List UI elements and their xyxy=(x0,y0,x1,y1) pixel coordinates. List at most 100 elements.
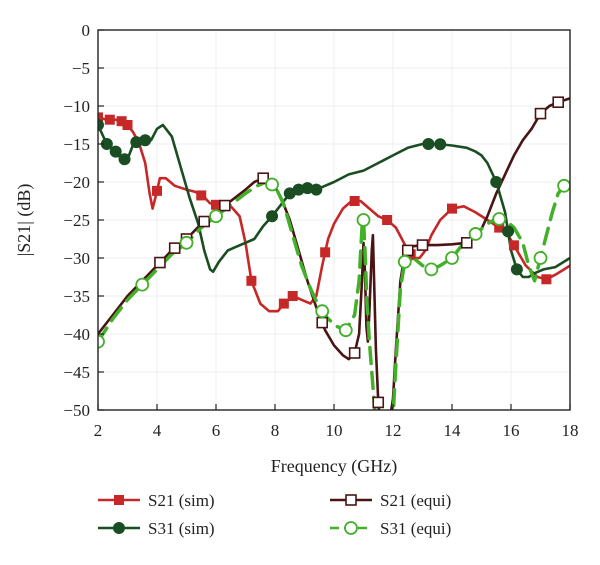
data-point-s21-sim xyxy=(122,120,133,130)
data-point-s31-equi xyxy=(356,213,371,227)
data-point-s21-sim xyxy=(541,274,552,285)
data-point-s31-sim xyxy=(139,134,152,147)
data-point-s21-sim xyxy=(98,112,103,123)
y-axis-title: |S21| (dB) xyxy=(14,184,35,257)
legend-marker xyxy=(114,495,124,505)
y-tick-label: −5 xyxy=(72,59,90,78)
data-point-s31-equi xyxy=(98,334,105,349)
legend-label: S31 (sim) xyxy=(148,519,215,538)
data-point-s21-equi xyxy=(348,347,361,359)
data-point-s21-sim xyxy=(278,298,289,309)
data-point-s31-sim xyxy=(502,225,515,238)
y-tick-label: −10 xyxy=(63,97,90,116)
data-point-s21-sim xyxy=(116,116,127,127)
data-point-s21-equi xyxy=(198,215,210,228)
legend-item-s21-equi: S21 (equi) xyxy=(330,491,451,510)
data-point-s31-sim xyxy=(422,138,435,150)
data-point-s21-equi xyxy=(552,96,565,108)
data-point-s21-sim xyxy=(320,247,331,258)
x-tick-label: 6 xyxy=(212,421,221,440)
data-point-s31-equi xyxy=(135,277,150,292)
data-point-s31-equi xyxy=(209,209,223,224)
data-point-s31-sim xyxy=(510,263,523,276)
y-tick-label: −15 xyxy=(63,135,90,154)
data-point-s21-equi xyxy=(416,239,429,251)
data-point-s31-sim xyxy=(118,153,131,166)
data-point-s21-sim xyxy=(152,185,162,196)
data-point-s21-equi xyxy=(316,316,329,329)
y-tick-label: −50 xyxy=(63,401,90,420)
data-point-s21-sim xyxy=(211,199,221,210)
x-tick-label: 10 xyxy=(326,421,343,440)
data-point-s31-equi xyxy=(445,251,459,265)
data-point-s21-equi xyxy=(372,396,385,409)
legend: S21 (sim) S21 (equi) S31 (sim) S31 (equi) xyxy=(98,491,451,538)
data-point-s21-sim xyxy=(246,275,257,286)
data-point-s21-sim xyxy=(447,203,457,214)
data-point-s21-sim xyxy=(494,222,505,233)
legend-item-s31-equi: S31 (equi) xyxy=(330,519,451,538)
y-tick-labels: 0 −5 −10 −15 −20 −25 −30 −35 −40 −45 −50 xyxy=(63,21,90,420)
data-point-s21-equi xyxy=(154,256,166,269)
legend-marker xyxy=(113,522,125,534)
data-point-s31-sim xyxy=(109,145,122,158)
legend-label: S21 (sim) xyxy=(148,491,215,510)
data-point-s31-sim xyxy=(98,119,104,131)
data-point-s31-sim xyxy=(292,183,305,196)
data-point-s21-equi xyxy=(534,107,547,120)
data-point-s21-equi xyxy=(219,199,231,212)
y-tick-label: −20 xyxy=(63,173,90,192)
x-tick-label: 14 xyxy=(444,421,462,440)
data-point-s31-equi xyxy=(265,177,279,192)
data-point-s21-equi xyxy=(168,242,181,254)
data-point-s21-sim xyxy=(287,291,298,301)
legend-item-s21-sim: S21 (sim) xyxy=(98,491,215,510)
data-point-s21-sim xyxy=(196,190,207,201)
legend-label: S21 (equi) xyxy=(380,491,451,510)
data-point-s31-equi xyxy=(397,254,412,269)
data-point-s31-equi xyxy=(533,251,548,265)
data-point-s21-equi xyxy=(460,237,473,249)
data-point-s31-sim xyxy=(490,176,503,188)
legend-label: S31 (equi) xyxy=(380,519,451,538)
data-point-s21-equi xyxy=(401,244,414,257)
data-point-s21-sim xyxy=(349,196,360,206)
x-axis-title: Frequency (GHz) xyxy=(271,456,397,477)
x-tick-label: 12 xyxy=(385,421,402,440)
y-tick-label: −30 xyxy=(63,249,90,268)
y-tick-label: −45 xyxy=(63,363,90,382)
data-point-s31-sim xyxy=(266,210,279,223)
data-point-s31-equi xyxy=(557,178,570,193)
x-tick-label: 8 xyxy=(271,421,280,440)
series-line-s31-equi xyxy=(98,180,570,410)
data-point-s31-equi xyxy=(315,304,330,319)
y-tick-label: 0 xyxy=(82,21,91,40)
data-point-s21-equi xyxy=(257,172,270,184)
legend-marker xyxy=(344,521,358,535)
data-point-s31-sim xyxy=(434,138,447,151)
tick-marks xyxy=(97,29,571,411)
y-tick-label: −25 xyxy=(63,211,90,230)
data-point-s21-sim xyxy=(382,215,393,225)
legend-marker xyxy=(345,494,357,506)
x-tick-label: 18 xyxy=(562,421,579,440)
x-tick-label: 4 xyxy=(153,421,162,440)
y-tick-label: −40 xyxy=(63,325,90,344)
data-point-s31-sim xyxy=(301,182,314,195)
data-point-s31-sim xyxy=(100,138,113,150)
y-tick-label: −35 xyxy=(63,287,90,306)
data-point-s21-sim xyxy=(104,114,115,125)
x-tick-labels: 2 4 6 8 10 12 14 16 18 xyxy=(94,421,579,440)
data-point-s31-sim xyxy=(310,183,323,196)
data-point-s31-equi xyxy=(338,323,353,338)
data-point-s31-equi xyxy=(179,235,194,250)
data-point-s21-sim xyxy=(508,240,519,251)
legend-item-s31-sim: S31 (sim) xyxy=(98,519,215,538)
marker-layer xyxy=(98,96,570,409)
x-tick-label: 16 xyxy=(503,421,520,440)
series-line-s21-equi xyxy=(98,97,570,410)
data-point-s31-equi xyxy=(424,262,439,277)
data-point-s31-equi xyxy=(468,227,483,241)
